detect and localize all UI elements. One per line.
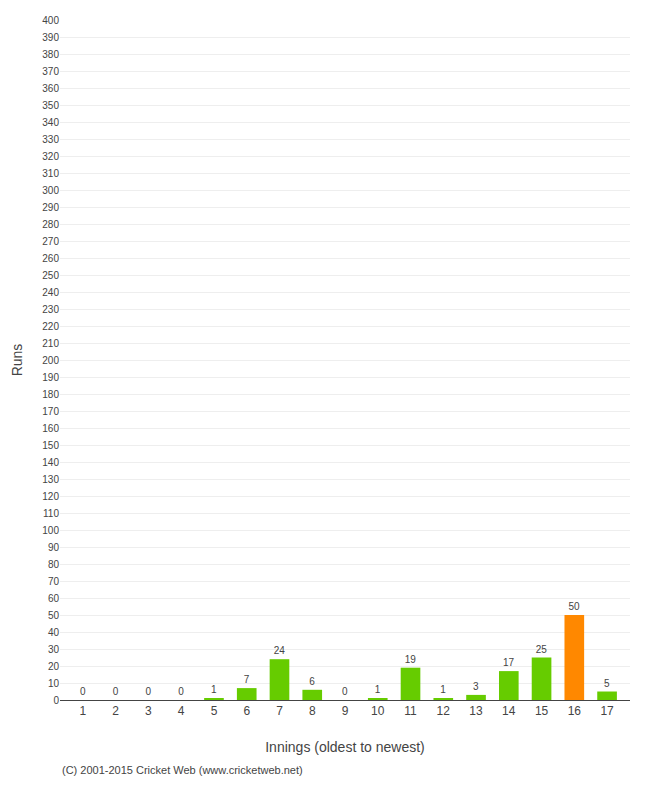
svg-text:260: 260 <box>42 253 59 264</box>
svg-text:2: 2 <box>112 704 119 718</box>
svg-text:40: 40 <box>48 627 60 638</box>
svg-text:360: 360 <box>42 83 59 94</box>
svg-text:170: 170 <box>42 406 59 417</box>
svg-text:13: 13 <box>469 704 483 718</box>
svg-text:290: 290 <box>42 202 59 213</box>
svg-text:12: 12 <box>437 704 451 718</box>
svg-text:270: 270 <box>42 236 59 247</box>
svg-text:Innings (oldest to newest): Innings (oldest to newest) <box>265 739 425 755</box>
svg-text:0: 0 <box>342 686 348 697</box>
svg-text:15: 15 <box>535 704 549 718</box>
svg-text:70: 70 <box>48 576 60 587</box>
svg-text:20: 20 <box>48 661 60 672</box>
svg-text:19: 19 <box>405 654 417 665</box>
svg-text:0: 0 <box>113 686 119 697</box>
svg-text:17: 17 <box>600 704 614 718</box>
svg-text:210: 210 <box>42 338 59 349</box>
svg-text:200: 200 <box>42 355 59 366</box>
svg-text:9: 9 <box>342 704 349 718</box>
svg-text:250: 250 <box>42 270 59 281</box>
svg-text:16: 16 <box>568 704 582 718</box>
svg-text:330: 330 <box>42 134 59 145</box>
svg-text:220: 220 <box>42 321 59 332</box>
svg-text:1: 1 <box>440 684 446 695</box>
svg-text:5: 5 <box>211 704 218 718</box>
svg-text:Runs: Runs <box>9 344 25 377</box>
svg-text:280: 280 <box>42 219 59 230</box>
svg-text:3: 3 <box>473 681 479 692</box>
svg-text:90: 90 <box>48 542 60 553</box>
svg-text:25: 25 <box>536 644 548 655</box>
svg-text:0: 0 <box>145 686 151 697</box>
svg-text:150: 150 <box>42 440 59 451</box>
svg-text:380: 380 <box>42 49 59 60</box>
svg-text:6: 6 <box>243 704 250 718</box>
svg-text:320: 320 <box>42 151 59 162</box>
svg-text:230: 230 <box>42 304 59 315</box>
svg-text:50: 50 <box>569 601 581 612</box>
svg-text:140: 140 <box>42 457 59 468</box>
svg-text:8: 8 <box>309 704 316 718</box>
svg-text:10: 10 <box>48 678 60 689</box>
svg-text:24: 24 <box>274 645 286 656</box>
svg-text:240: 240 <box>42 287 59 298</box>
svg-text:310: 310 <box>42 168 59 179</box>
svg-text:(C) 2001-2015 Cricket Web (www: (C) 2001-2015 Cricket Web (www.cricketwe… <box>62 764 303 776</box>
svg-text:6: 6 <box>309 676 315 687</box>
svg-text:400: 400 <box>42 15 59 26</box>
svg-text:3: 3 <box>145 704 152 718</box>
svg-text:80: 80 <box>48 559 60 570</box>
svg-text:30: 30 <box>48 644 60 655</box>
svg-text:130: 130 <box>42 474 59 485</box>
svg-text:50: 50 <box>48 610 60 621</box>
svg-text:390: 390 <box>42 32 59 43</box>
svg-text:300: 300 <box>42 185 59 196</box>
svg-text:5: 5 <box>604 678 610 689</box>
svg-text:100: 100 <box>42 525 59 536</box>
svg-text:0: 0 <box>80 686 86 697</box>
svg-text:0: 0 <box>178 686 184 697</box>
svg-text:180: 180 <box>42 389 59 400</box>
svg-text:14: 14 <box>502 704 516 718</box>
svg-text:60: 60 <box>48 593 60 604</box>
svg-text:350: 350 <box>42 100 59 111</box>
svg-text:0: 0 <box>53 695 59 706</box>
svg-text:1: 1 <box>375 684 381 695</box>
svg-text:4: 4 <box>178 704 185 718</box>
svg-text:340: 340 <box>42 117 59 128</box>
svg-text:370: 370 <box>42 66 59 77</box>
svg-text:7: 7 <box>276 704 283 718</box>
svg-text:120: 120 <box>42 491 59 502</box>
svg-text:7: 7 <box>244 674 250 685</box>
svg-text:160: 160 <box>42 423 59 434</box>
svg-text:190: 190 <box>42 372 59 383</box>
svg-text:110: 110 <box>43 508 59 519</box>
svg-text:11: 11 <box>404 704 417 718</box>
svg-text:17: 17 <box>503 657 515 668</box>
svg-text:1: 1 <box>80 704 87 718</box>
svg-text:1: 1 <box>211 684 217 695</box>
svg-text:10: 10 <box>371 704 385 718</box>
